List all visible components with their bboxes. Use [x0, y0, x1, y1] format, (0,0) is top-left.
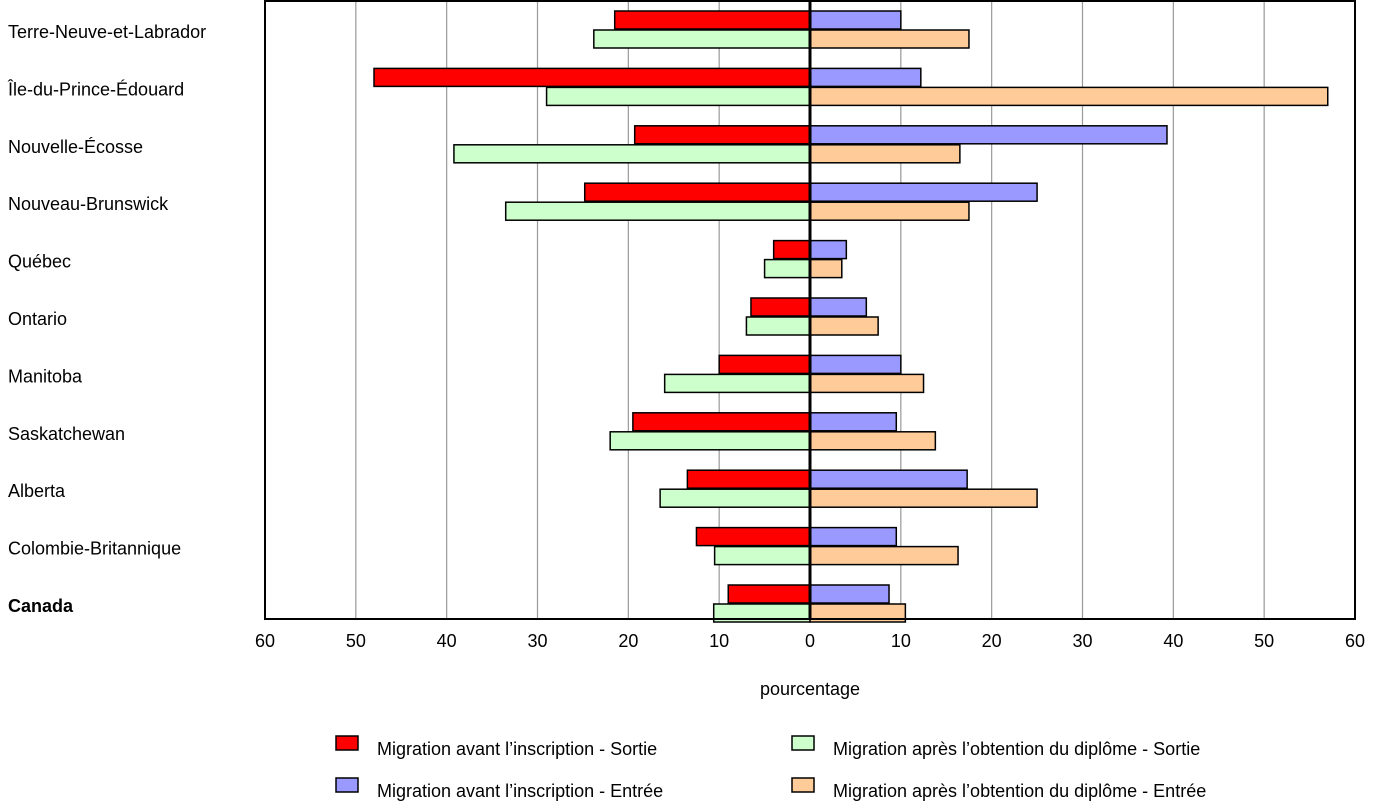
bar-series-2: [809, 412, 898, 432]
legend-label: Migration après l’obtention du diplôme -…: [833, 781, 1206, 801]
bar-series-2: [809, 182, 1038, 202]
bar-series-2: [809, 297, 868, 317]
bar-series-2: [809, 239, 848, 260]
category-label: Alberta: [8, 481, 66, 501]
bar-series-1: [718, 354, 811, 375]
category-label: Manitoba: [8, 366, 83, 386]
x-tick-label: 20: [618, 631, 638, 651]
legend-label: Migration avant l’inscription - Entrée: [377, 781, 663, 801]
category-label: Terre-Neuve-et-Labrador: [8, 22, 206, 42]
bar-series-3: [659, 488, 811, 508]
category-label: Colombie-Britannique: [8, 539, 181, 559]
bar-series-4: [809, 258, 843, 279]
category-label: Québec: [8, 252, 71, 272]
x-tick-label: 20: [982, 631, 1002, 651]
legend-label: Migration après l’obtention du diplôme -…: [833, 739, 1200, 759]
legend: Migration avant l’inscription - Sortie Mi…: [335, 735, 1206, 801]
legend-label: Migration avant l’inscription - Sortie: [377, 739, 657, 759]
x-tick-label: 30: [527, 631, 547, 651]
plot-frame: [264, 0, 1356, 620]
bar-series-4: [809, 201, 970, 221]
bar-series-1: [695, 526, 811, 547]
bar-series-3: [713, 545, 811, 566]
bar-series-1: [633, 125, 811, 145]
legend-swatch: [335, 735, 359, 751]
bar-series-2: [809, 469, 968, 489]
x-tick-label: 10: [891, 631, 911, 651]
x-tick-label: 0: [805, 631, 815, 651]
bar-series-4: [809, 488, 1038, 508]
bar-series-3: [609, 431, 811, 451]
x-tick-label: 10: [709, 631, 729, 651]
x-tick-labels: 60 50 40 30 20 10 0 10 20 30 40 50 60: [255, 631, 1365, 651]
bar-series-4: [809, 144, 961, 164]
legend-swatch: [791, 777, 815, 793]
bar-series-2: [809, 526, 898, 547]
x-tick-label: 50: [346, 631, 366, 651]
bar-series-1: [613, 10, 811, 30]
legend-swatch: [791, 735, 815, 751]
bar-series-4: [809, 86, 1329, 107]
x-tick-label: 60: [1345, 631, 1365, 651]
category-label: Canada: [8, 596, 74, 616]
bar-series-3: [504, 201, 811, 221]
x-tick-label: 50: [1254, 631, 1274, 651]
x-tick-label: 40: [437, 631, 457, 651]
bar-series-3: [453, 144, 811, 164]
bar-series-1: [686, 469, 811, 489]
bar-series-1: [632, 412, 811, 432]
bar-series-2: [809, 354, 902, 375]
x-axis-title: pourcentage: [760, 679, 860, 699]
bar-series-3: [593, 29, 811, 49]
bar-series-1: [373, 67, 811, 88]
bar-series-2: [809, 584, 890, 604]
x-tick-label: 30: [1072, 631, 1092, 651]
bars: [373, 10, 1329, 623]
category-label: Nouveau-Brunswick: [8, 194, 169, 214]
category-label: Nouvelle-Écosse: [8, 137, 143, 157]
bar-series-2: [809, 67, 922, 88]
bar-series-1: [750, 297, 811, 317]
bar-series-1: [583, 182, 811, 202]
bar-series-4: [809, 316, 879, 336]
bar-series-3: [663, 373, 811, 394]
x-tick-label: 40: [1163, 631, 1183, 651]
category-labels: Terre-Neuve-et-Labrador Île-du-Prince-Édo…: [7, 22, 206, 616]
bar-series-3: [745, 316, 811, 336]
bar-series-2: [809, 125, 1168, 145]
bar-series-2: [809, 10, 902, 30]
legend-swatch: [335, 777, 359, 793]
bar-series-1: [772, 239, 811, 260]
category-label: Ontario: [8, 309, 67, 329]
category-label: Saskatchewan: [8, 424, 125, 444]
bar-series-4: [809, 431, 937, 451]
bar-series-4: [809, 545, 959, 566]
bar-series-4: [809, 29, 970, 49]
bar-series-4: [809, 373, 925, 394]
bar-series-1: [727, 584, 811, 604]
x-tick-label: 60: [255, 631, 275, 651]
category-label: Île-du-Prince-Édouard: [7, 79, 184, 99]
bar-series-3: [545, 86, 811, 107]
bar-series-3: [763, 258, 811, 279]
